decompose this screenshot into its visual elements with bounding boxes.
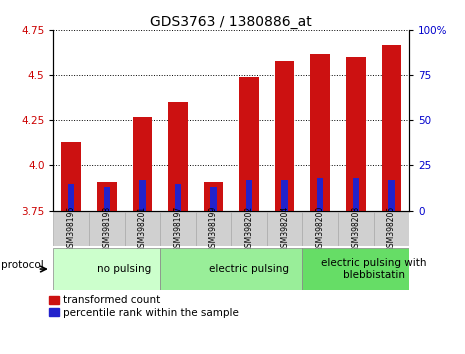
Text: GSM398204: GSM398204: [280, 206, 289, 252]
Bar: [275, 61, 294, 211]
Bar: [382, 45, 401, 211]
Bar: [125, 212, 160, 246]
Text: GSM398203: GSM398203: [352, 206, 360, 252]
Text: GSM398199: GSM398199: [209, 206, 218, 252]
Bar: [168, 102, 188, 211]
Bar: [281, 180, 288, 211]
Bar: [317, 178, 324, 211]
Bar: [352, 178, 359, 211]
Bar: [338, 212, 374, 246]
Title: GDS3763 / 1380886_at: GDS3763 / 1380886_at: [151, 15, 312, 29]
Text: electric pulsing: electric pulsing: [209, 264, 289, 274]
Bar: [303, 212, 338, 246]
Bar: [89, 212, 125, 246]
Bar: [311, 53, 330, 211]
Bar: [204, 182, 223, 211]
Text: protocol: protocol: [1, 260, 44, 270]
Bar: [160, 248, 303, 290]
Text: GSM398197: GSM398197: [173, 206, 182, 252]
Bar: [303, 248, 409, 290]
Bar: [239, 77, 259, 211]
Bar: [133, 117, 152, 211]
Text: no pulsing: no pulsing: [98, 264, 152, 274]
Legend: transformed count, percentile rank within the sample: transformed count, percentile rank withi…: [49, 296, 239, 318]
Bar: [374, 212, 409, 246]
Text: electric pulsing with
blebbistatin: electric pulsing with blebbistatin: [321, 258, 426, 280]
Text: GSM398198: GSM398198: [102, 206, 111, 252]
Bar: [97, 182, 117, 211]
Text: GSM398205: GSM398205: [387, 206, 396, 252]
Bar: [160, 212, 196, 246]
Bar: [68, 183, 74, 211]
Bar: [104, 187, 110, 211]
Bar: [53, 212, 89, 246]
Bar: [267, 212, 303, 246]
Bar: [346, 57, 365, 211]
Bar: [210, 187, 217, 211]
Text: GSM398202: GSM398202: [245, 206, 253, 252]
Bar: [196, 212, 232, 246]
Bar: [232, 212, 267, 246]
Text: GSM398196: GSM398196: [67, 206, 76, 252]
Bar: [61, 142, 81, 211]
Bar: [388, 180, 395, 211]
Bar: [175, 183, 181, 211]
Text: GSM398200: GSM398200: [316, 206, 325, 252]
Bar: [53, 248, 160, 290]
Bar: [139, 180, 146, 211]
Bar: [246, 180, 252, 211]
Text: GSM398201: GSM398201: [138, 206, 147, 252]
